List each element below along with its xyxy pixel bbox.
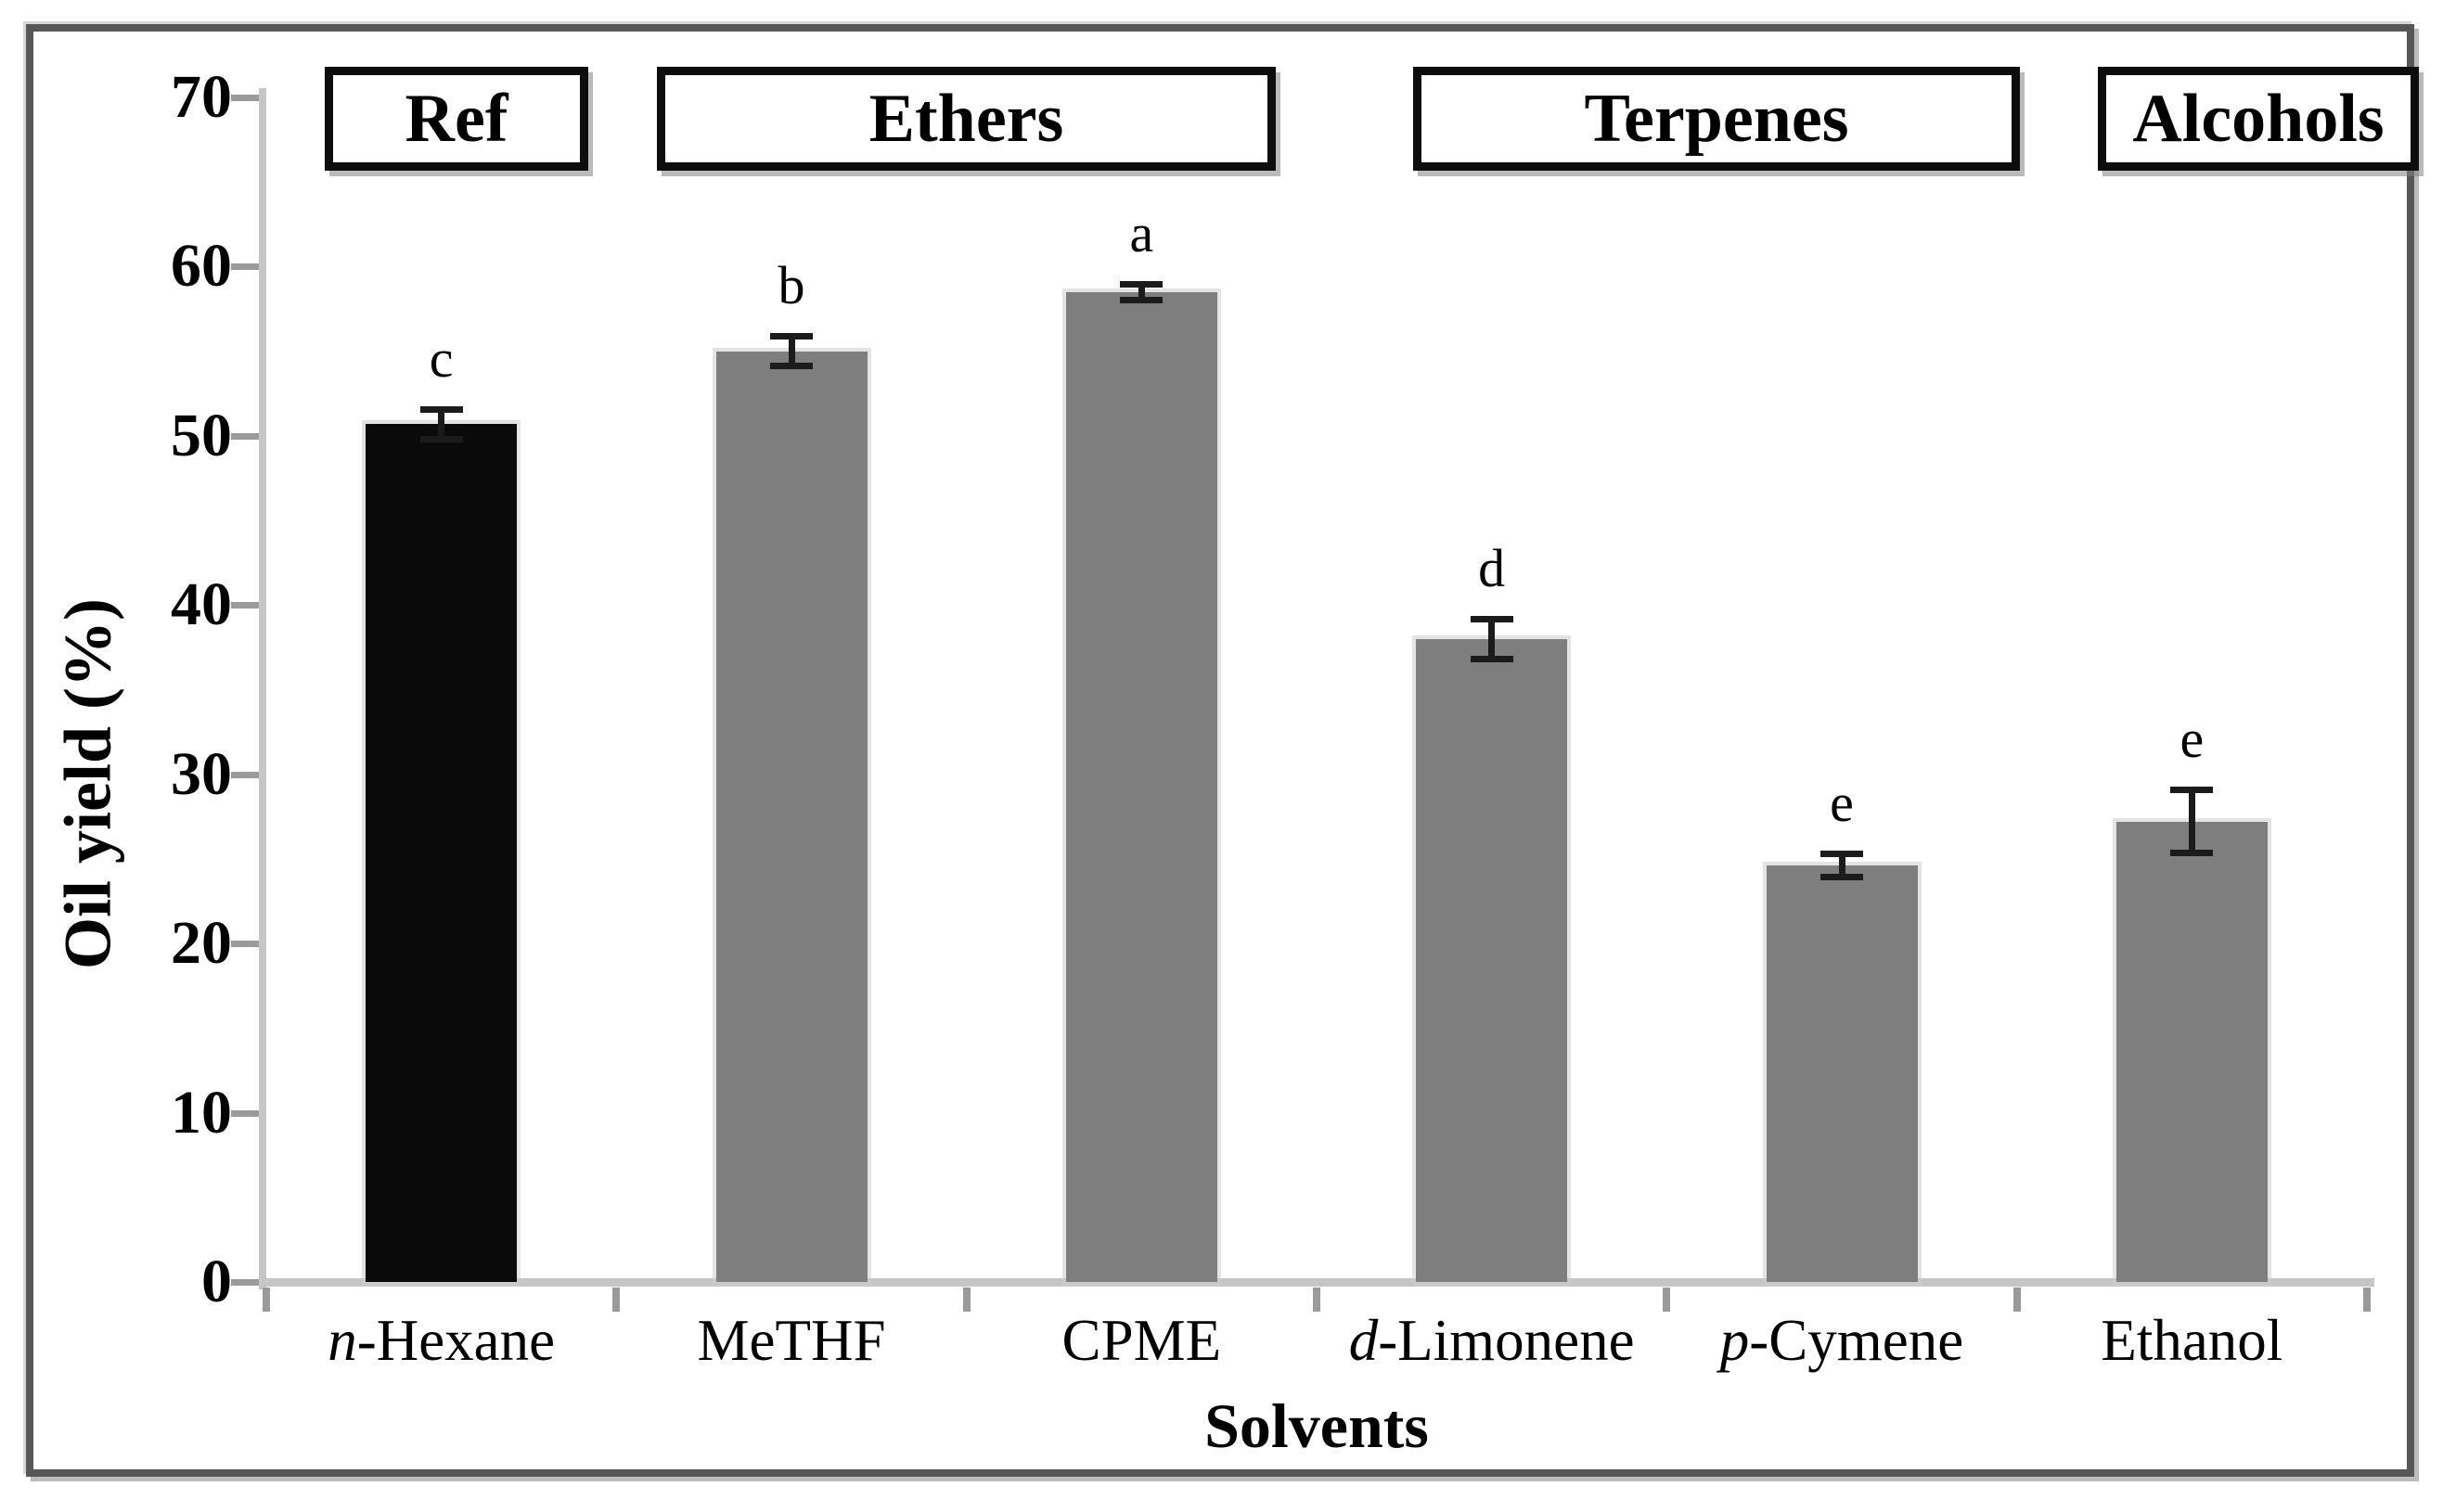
x-tick-mark xyxy=(1663,1288,1671,1312)
error-bar-stem xyxy=(2188,789,2195,854)
x-tick-mark xyxy=(1313,1288,1320,1312)
group-box-alcohols: Alcohols xyxy=(2098,67,2419,171)
x-axis-title: Solvents xyxy=(1204,1390,1429,1461)
bar xyxy=(2115,821,2268,1282)
category-label: n-Hexane xyxy=(328,1308,556,1373)
y-tick-mark xyxy=(231,1279,259,1286)
error-bar-cap xyxy=(1470,655,1513,662)
bar xyxy=(715,351,868,1282)
error-bar-cap xyxy=(1120,280,1164,288)
category-label: d-Limonene xyxy=(1348,1308,1635,1373)
error-bar-cap xyxy=(1120,296,1164,303)
category-label: MeTHF xyxy=(697,1308,886,1373)
y-tick-mark xyxy=(231,771,259,778)
error-bar-cap xyxy=(770,333,813,340)
error-bar-cap xyxy=(1470,615,1513,622)
bar xyxy=(1065,291,1217,1282)
category-label: CPME xyxy=(1061,1308,1222,1373)
sig-letter: c xyxy=(429,327,454,389)
error-bar-stem xyxy=(1138,283,1145,301)
y-tick-label: 0 xyxy=(201,1248,232,1315)
y-axis-line xyxy=(259,88,266,1289)
y-tick-label: 50 xyxy=(171,401,232,469)
category-label: Ethanol xyxy=(2101,1308,2283,1373)
sig-letter: e xyxy=(2179,709,2205,770)
y-axis-title: Oil yield (%) xyxy=(50,598,125,969)
error-bar-stem xyxy=(1488,618,1496,660)
y-tick-label: 40 xyxy=(171,570,232,639)
x-tick-mark xyxy=(2363,1288,2371,1312)
bar xyxy=(1416,638,1568,1282)
error-bar-cap xyxy=(2170,850,2214,857)
figure-frame xyxy=(26,24,2414,1477)
y-tick-label: 30 xyxy=(171,739,232,808)
error-bar-cap xyxy=(419,405,463,413)
group-box-ref: Ref xyxy=(325,67,588,171)
sig-letter: b xyxy=(778,255,805,316)
sig-letter: e xyxy=(1830,773,1854,834)
sig-letter: a xyxy=(1129,202,1154,263)
bar xyxy=(1766,865,1918,1282)
y-tick-mark xyxy=(231,941,259,948)
y-tick-label: 10 xyxy=(171,1078,232,1147)
group-box-terpenes: Terpenes xyxy=(1413,67,2020,171)
bar xyxy=(366,424,518,1282)
y-tick-label: 60 xyxy=(171,232,232,301)
y-tick-mark xyxy=(231,263,259,271)
y-tick-label: 20 xyxy=(171,909,232,978)
y-tick-mark xyxy=(231,602,259,609)
x-tick-mark xyxy=(612,1288,621,1312)
error-bar-cap xyxy=(1820,873,1863,880)
sig-letter: d xyxy=(1478,537,1506,598)
error-bar-cap xyxy=(770,363,813,370)
category-label: p-Cymene xyxy=(1719,1308,1964,1373)
error-bar-stem xyxy=(438,408,445,440)
x-axis-baseline xyxy=(259,1278,2374,1287)
group-box-ethers: Ethers xyxy=(657,67,1276,171)
y-tick-label: 70 xyxy=(171,63,232,131)
x-tick-mark xyxy=(962,1288,971,1312)
error-bar-cap xyxy=(2170,787,2214,794)
error-bar-cap xyxy=(419,435,463,442)
y-tick-mark xyxy=(231,1109,259,1117)
y-tick-mark xyxy=(231,95,259,101)
error-bar-stem xyxy=(1838,853,1845,878)
x-tick-mark xyxy=(2012,1288,2021,1312)
error-bar-cap xyxy=(1820,851,1863,858)
x-tick-mark xyxy=(263,1288,270,1312)
y-tick-mark xyxy=(231,432,259,440)
error-bar-stem xyxy=(788,336,795,367)
